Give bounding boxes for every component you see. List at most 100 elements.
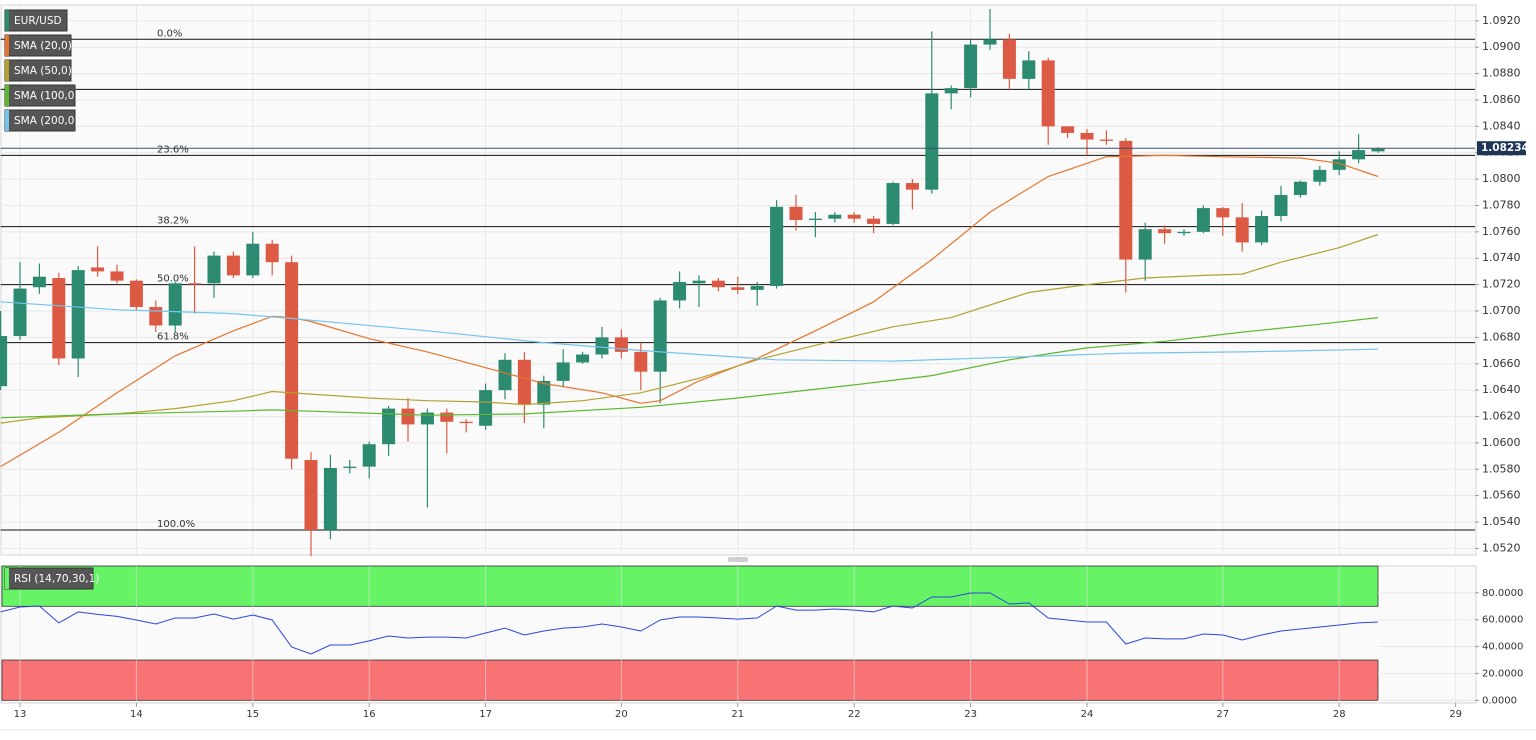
candle-body — [925, 93, 939, 190]
legend-swatch — [5, 10, 9, 31]
candle-body — [362, 444, 376, 467]
candle-body — [498, 359, 512, 391]
candle-body — [226, 255, 240, 276]
x-tick-label: 20 — [615, 709, 628, 720]
candle-body — [1138, 229, 1152, 260]
oversold-zone — [1, 659, 1379, 701]
candle-body — [964, 44, 978, 89]
y-tick-label: 1.0680 — [1482, 330, 1521, 343]
x-tick-label: 13 — [14, 709, 27, 720]
y-tick-label: 1.0800 — [1482, 172, 1521, 185]
y-tick-label: 80.0000 — [1482, 588, 1523, 599]
legend: EUR/USD SMA (20,0) SMA (50,0) SMA (100,0) SM… — [4, 9, 99, 590]
legend-swatch — [5, 568, 9, 589]
y-tick-label: 40.0000 — [1482, 642, 1523, 653]
candle-body — [517, 359, 531, 405]
y-tick-label: 1.0560 — [1482, 489, 1521, 502]
candle-body — [789, 206, 803, 220]
legend-swatch — [5, 35, 9, 56]
y-tick-label: 20.0000 — [1482, 668, 1523, 679]
x-tick-label: 16 — [363, 709, 376, 720]
candle-body — [13, 288, 27, 337]
overbought-zone — [1, 565, 1379, 607]
last-price-tag — [1477, 141, 1526, 156]
candle-body — [537, 380, 551, 405]
candle-body — [1080, 132, 1094, 140]
sma-line — [0, 233, 1379, 424]
legend-label: EUR/USD — [14, 15, 62, 27]
candle-body — [634, 351, 648, 372]
x-tick-label: 24 — [1081, 709, 1094, 720]
candle-body — [1177, 231, 1191, 234]
grid-layer: 1.0520 1.0540 1.0560 1.0580 1.0600 1.0620 1.06… — [0, 5, 1523, 720]
legend-label: SMA (20,0) — [14, 40, 72, 52]
candle-body — [1002, 39, 1016, 79]
candle-body — [673, 281, 687, 301]
candle-body — [246, 243, 260, 276]
y-tick-label: 1.0880 — [1482, 67, 1521, 80]
candle-body — [1061, 126, 1075, 133]
x-tick-label: 29 — [1449, 709, 1462, 720]
y-tick-label: 1.0540 — [1482, 515, 1521, 528]
y-tick-label: 1.0860 — [1482, 93, 1521, 106]
candle-body — [188, 283, 202, 285]
candle-body — [905, 183, 919, 190]
candle-body — [207, 255, 221, 284]
x-tick-label: 22 — [848, 709, 861, 720]
panel-resize-handle[interactable] — [728, 557, 748, 562]
candle-body — [71, 270, 85, 359]
legend-swatch — [5, 60, 9, 81]
candle-body — [1371, 148, 1385, 152]
sma-line — [0, 301, 1379, 362]
fib-label: 23.6% — [157, 144, 189, 155]
candle-body — [323, 467, 337, 530]
y-tick-label: 1.0900 — [1482, 40, 1521, 53]
fib-label: 38.2% — [157, 216, 189, 227]
plot-layer: 0.0% 23.6% 38.2% 50.0% 61.8% 100.0% 1.08234 — [0, 8, 1529, 655]
x-tick-label: 28 — [1333, 709, 1346, 720]
candle-body — [1196, 208, 1210, 232]
candle-body — [595, 337, 609, 355]
y-tick-label: 60.0000 — [1482, 615, 1523, 626]
candle-body — [32, 276, 46, 288]
candle-body — [1099, 139, 1113, 141]
candle-body — [1022, 60, 1036, 79]
x-tick-label: 21 — [731, 709, 744, 720]
legend-swatch — [5, 85, 9, 106]
candle-body — [382, 408, 396, 445]
candle-body — [944, 88, 958, 94]
candle-body — [0, 336, 8, 387]
candle-body — [576, 354, 590, 363]
candle-body — [731, 287, 745, 290]
y-tick-label: 0.0000 — [1482, 695, 1517, 706]
y-tick-label: 1.0760 — [1482, 225, 1521, 238]
candle-body — [129, 280, 143, 308]
candle-body — [556, 362, 570, 381]
candle-body — [653, 300, 667, 372]
candle-body — [1293, 181, 1307, 195]
candle-body — [983, 39, 997, 45]
candle-body — [265, 243, 279, 263]
candle-body — [149, 307, 163, 326]
candle-body — [750, 285, 764, 290]
legend-label: SMA (100,0) — [14, 90, 79, 102]
y-tick-label: 1.0720 — [1482, 278, 1521, 291]
candle-body — [1332, 159, 1346, 170]
candle-body — [1255, 216, 1269, 243]
y-tick-label: 1.0520 — [1482, 541, 1521, 554]
legend-label: SMA (200,0) — [14, 115, 79, 127]
candle-body — [343, 466, 357, 468]
y-tick-label: 1.0840 — [1482, 119, 1521, 132]
candle-body — [692, 280, 706, 284]
y-tick-label: 1.0700 — [1482, 304, 1521, 317]
legend-label: SMA (50,0) — [14, 65, 72, 77]
candle-body — [1216, 208, 1230, 218]
candle-body — [168, 283, 182, 326]
candle-body — [459, 421, 473, 424]
sma-line — [0, 317, 1379, 419]
candle-body — [401, 408, 415, 425]
candle-body — [1313, 169, 1327, 182]
candle-body — [867, 218, 881, 224]
candle-body — [1119, 140, 1133, 260]
